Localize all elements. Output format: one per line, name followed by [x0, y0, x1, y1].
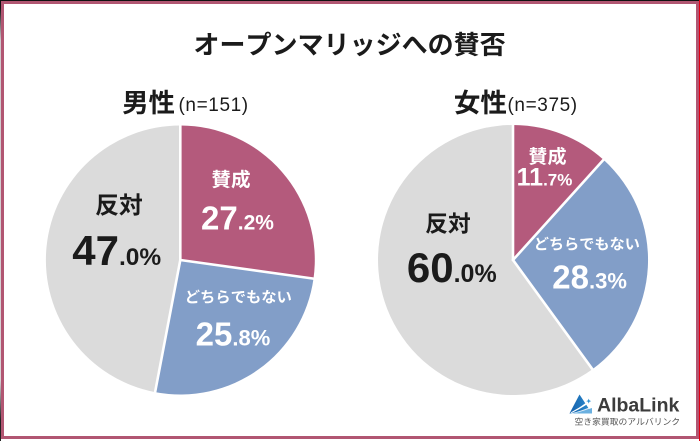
svg-text:AlbaLink: AlbaLink: [597, 395, 679, 417]
